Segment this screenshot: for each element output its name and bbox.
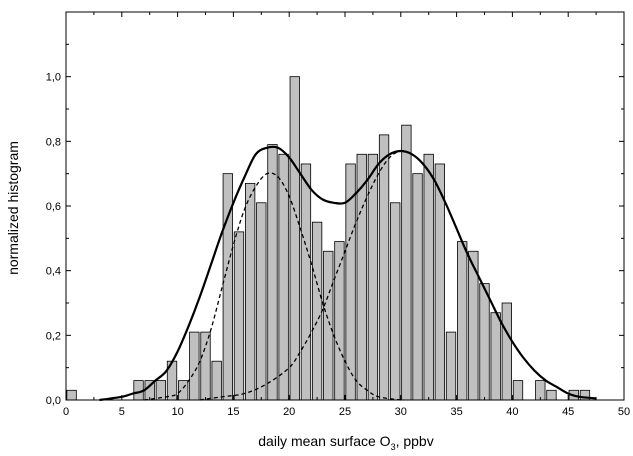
histogram-bar [233, 231, 245, 401]
ticks-layer: 0 5 10 15 20 25 30 35 40 45 50 0,0 0,2 0,4 0,6 0,8 1,0 [46, 12, 630, 418]
histogram-bar [501, 302, 512, 401]
y-tick-label: 0,6 [46, 201, 61, 213]
x-axis-title-tail: , ppbv [396, 433, 434, 449]
x-axis-title: daily mean surface O3, ppbv [258, 433, 433, 452]
x-tick-label: 5 [119, 406, 125, 418]
histogram-bar [378, 134, 390, 401]
plot-frame [65, 11, 625, 401]
histogram-bar [445, 331, 457, 401]
bars-layer [66, 76, 591, 401]
histogram-bar [512, 380, 524, 401]
y-tick-label: 0,4 [46, 266, 61, 278]
curves-layer [99, 145, 597, 402]
histogram-bar [412, 173, 423, 401]
x-tick-label: 40 [506, 406, 518, 418]
histogram-bar [189, 331, 200, 401]
histogram-bar [390, 202, 401, 401]
y-tick-label: 0,0 [46, 395, 61, 407]
x-tick-label: 10 [171, 406, 183, 418]
histogram-bar [490, 312, 501, 401]
histogram-bar [200, 331, 211, 401]
x-axis-title-subscript: 3 [391, 442, 396, 452]
x-tick-label: 45 [562, 406, 574, 418]
histogram-bar [289, 76, 300, 401]
histogram-bar [244, 182, 256, 401]
histogram-bar [423, 153, 434, 401]
histogram-bar [178, 380, 189, 401]
histogram-bar [367, 153, 379, 401]
x-tick-label: 30 [395, 406, 407, 418]
y-tick-label: 1,0 [46, 72, 61, 84]
x-axis-title-main: daily mean surface O [258, 433, 390, 449]
histogram-bar [479, 283, 490, 401]
histogram-bar [546, 389, 557, 401]
histogram-bar [457, 241, 468, 401]
y-tick-label: 0,2 [46, 330, 61, 342]
histogram-bar [66, 389, 77, 401]
y-axis-title: normalized histogram [5, 141, 21, 275]
fit-component-1-curve [144, 172, 401, 401]
histogram-bar [267, 144, 278, 401]
x-tick-label: 15 [227, 406, 239, 418]
histogram-bar [211, 360, 222, 401]
histogram-bar [256, 202, 267, 401]
histogram-bar [323, 250, 334, 401]
x-tick-label: 50 [618, 406, 630, 418]
y-tick-label: 0,8 [46, 136, 61, 148]
x-tick-label: 20 [283, 406, 295, 418]
x-tick-label: 25 [339, 406, 351, 418]
histogram-bar [300, 163, 312, 401]
histogram-bar [401, 124, 412, 401]
x-tick-label: 0 [63, 406, 69, 418]
histogram-bar [311, 221, 323, 401]
x-tick-label: 35 [450, 406, 462, 418]
fit-total-curve [99, 145, 597, 402]
